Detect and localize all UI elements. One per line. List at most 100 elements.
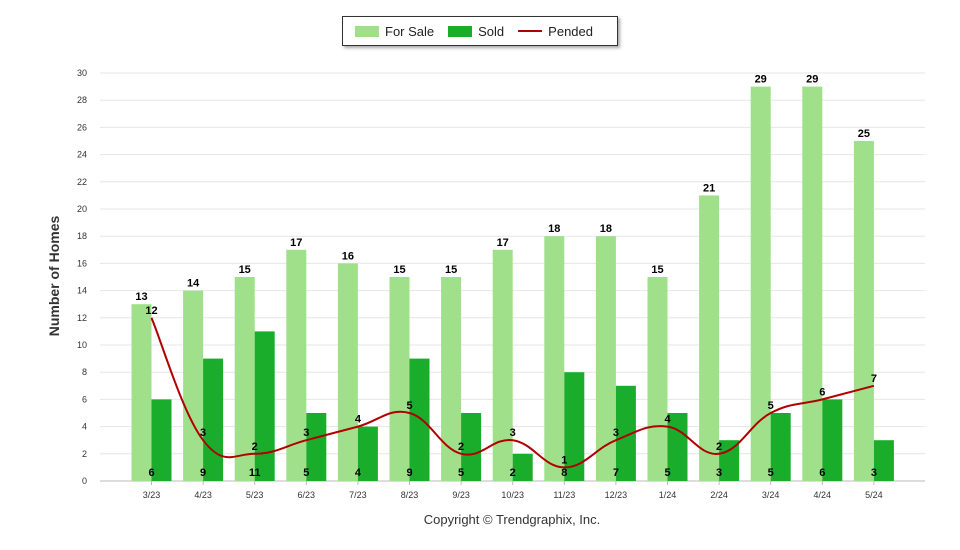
data-label-sold: 5 — [303, 467, 309, 479]
bar-for-sale — [234, 277, 255, 481]
data-label-sold: 3 — [871, 467, 877, 479]
x-tick-label: 12/23 — [605, 490, 628, 500]
data-label-pended: 4 — [355, 414, 362, 426]
x-tick-label: 2/24 — [710, 490, 728, 500]
y-tick-label: 24 — [77, 150, 87, 160]
line-pended — [150, 317, 875, 469]
bar-sold — [357, 426, 378, 481]
x-tick-label: 3/24 — [762, 490, 780, 500]
y-axis-label: Number of Homes — [46, 215, 62, 337]
bar-for-sale — [492, 249, 513, 481]
y-tick-label: 16 — [77, 258, 87, 268]
bar-sold — [667, 413, 688, 481]
bar-for-sale — [389, 277, 410, 481]
data-label-for-sale: 17 — [497, 237, 509, 249]
bar-for-sale — [595, 236, 616, 481]
x-tick-label: 11/23 — [553, 490, 575, 500]
legend-item-sold[interactable]: Sold — [448, 24, 504, 39]
x-tick-label: 10/23 — [501, 490, 524, 500]
legend-item-pended[interactable]: Pended — [518, 24, 593, 39]
bar-for-sale — [750, 86, 771, 481]
legend-label-for-sale: For Sale — [385, 23, 435, 39]
data-label-sold: 3 — [716, 467, 722, 479]
bar-sold — [822, 399, 843, 481]
x-tick-label: 6/23 — [298, 490, 316, 500]
bar-sold — [409, 358, 430, 481]
y-tick-label: 18 — [77, 231, 87, 241]
x-tick-label: 5/24 — [865, 490, 883, 500]
legend-label-sold: Sold — [478, 23, 505, 39]
x-tick-label: 3/23 — [143, 490, 161, 500]
y-tick-label: 14 — [77, 286, 87, 296]
x-tick-label: 5/23 — [246, 490, 264, 500]
data-label-pended: 3 — [303, 427, 309, 439]
data-label-pended: 2 — [458, 441, 464, 453]
x-tick-label: 8/23 — [401, 490, 419, 500]
legend-swatch-sold — [448, 25, 473, 37]
data-label-sold: 4 — [355, 467, 362, 479]
data-label-pended: 1 — [561, 454, 567, 466]
bar-for-sale — [647, 277, 668, 481]
data-label-pended: 2 — [716, 441, 722, 453]
legend-label-pended: Pended — [548, 23, 593, 39]
x-tick-label: 4/23 — [194, 490, 212, 500]
data-label-pended: 3 — [200, 427, 206, 439]
y-tick-label: 4 — [82, 422, 87, 432]
data-label-sold: 5 — [458, 467, 464, 479]
data-label-sold: 7 — [613, 467, 619, 479]
legend-item-for-sale[interactable]: For Sale — [355, 24, 434, 39]
bar-sold — [306, 413, 327, 481]
bar-sold — [203, 358, 224, 481]
y-tick-label: 0 — [82, 476, 87, 486]
data-label-sold: 9 — [200, 467, 206, 479]
y-tick-label: 8 — [82, 367, 87, 377]
data-label-sold: 9 — [406, 467, 412, 479]
x-tick-label: 4/24 — [814, 490, 832, 500]
x-tick-label: 9/23 — [452, 490, 470, 500]
legend: For Sale Sold Pended — [342, 16, 618, 46]
y-tick-label: 28 — [77, 95, 87, 105]
data-label-for-sale: 16 — [342, 250, 354, 262]
copyright: Copyright © Trendgraphix, Inc. — [423, 512, 601, 527]
bar-sold — [719, 440, 740, 481]
bar-for-sale — [802, 86, 823, 481]
y-tick-label: 10 — [77, 340, 87, 350]
legend-swatch-pended — [518, 30, 543, 32]
y-tick-label: 2 — [82, 449, 87, 459]
bar-sold — [461, 413, 482, 481]
bar-sold — [770, 413, 791, 481]
data-label-for-sale: 15 — [393, 264, 405, 276]
data-label-pended: 6 — [819, 386, 825, 398]
legend-swatch-for-sale — [355, 25, 379, 37]
data-label-for-sale: 17 — [290, 237, 302, 249]
bar-sold — [564, 372, 585, 481]
y-tick-label: 20 — [77, 204, 87, 214]
data-label-for-sale: 25 — [858, 128, 870, 140]
bar-sold — [151, 399, 172, 481]
data-label-pended: 5 — [406, 400, 412, 412]
bar-sold — [615, 385, 636, 481]
data-label-pended: 7 — [871, 373, 877, 385]
x-tick-label: 1/24 — [659, 490, 677, 500]
bar-for-sale — [853, 141, 874, 481]
data-label-pended: 3 — [613, 427, 619, 439]
data-label-pended: 2 — [252, 441, 258, 453]
data-label-for-sale: 15 — [239, 264, 251, 276]
data-label-for-sale: 18 — [600, 223, 612, 235]
y-tick-label: 30 — [77, 68, 87, 78]
data-label-sold: 6 — [148, 467, 154, 479]
data-label-for-sale: 21 — [703, 182, 715, 194]
bar-for-sale — [286, 249, 307, 481]
bar-for-sale — [131, 304, 152, 481]
data-label-pended: 5 — [768, 400, 774, 412]
bar-sold — [512, 453, 533, 481]
bar-for-sale — [183, 290, 204, 481]
bar-for-sale — [544, 236, 565, 481]
bar-for-sale — [699, 195, 720, 481]
data-label-sold: 6 — [819, 467, 825, 479]
data-label-for-sale: 13 — [135, 291, 147, 303]
data-label-sold: 5 — [768, 467, 774, 479]
data-label-sold: 5 — [664, 467, 670, 479]
bar-sold — [254, 331, 275, 481]
